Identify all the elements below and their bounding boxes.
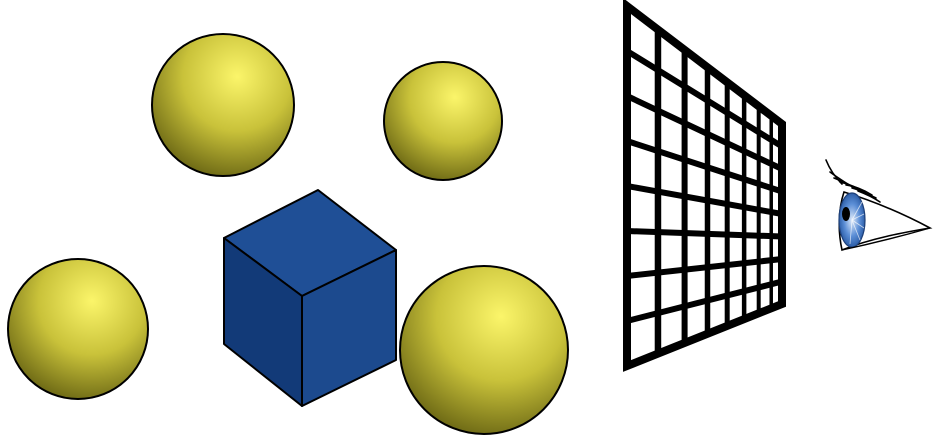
grid-horizontal-line [625,93,784,172]
sphere-top-right [383,61,503,181]
blue-cube [223,189,397,407]
grid-horizontal-line [626,278,783,324]
grid-horizontal-line [626,228,783,240]
sphere-bottom-right [399,265,569,435]
grid-horizontal-line [625,48,784,150]
grid-horizontal-line [626,256,783,279]
grid-horizontal-line [626,183,783,217]
grid-frame [623,0,786,372]
perspective-grid [623,0,786,372]
cube-right-face [301,249,397,407]
eye-icon [825,159,933,252]
grid-horizontal-line [626,138,783,195]
eyelashes [825,159,881,203]
sphere-top-left [151,33,295,177]
eye-pupil [842,207,850,221]
sphere-bottom-left [7,258,149,400]
